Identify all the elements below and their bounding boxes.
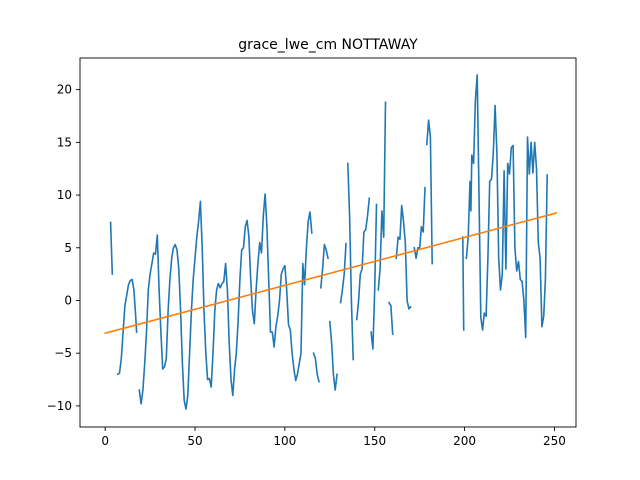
x-tick-label: 250 (543, 434, 566, 448)
series-0-line-segment-16 (465, 74, 549, 339)
series-0-line-segment-8 (355, 197, 371, 321)
series-0-line-segment-5 (328, 320, 338, 391)
series-0-line-segment-3 (312, 352, 320, 383)
series-0-line-segment-10 (377, 101, 387, 291)
series-0-line-segment-9 (370, 203, 378, 350)
y-tick-label: 5 (64, 241, 72, 255)
series-0-line-segment-6 (339, 242, 347, 304)
series-0-line-segment-11 (388, 301, 394, 336)
series-0-line-segment-0 (109, 221, 114, 275)
series-1-line-segment-0 (104, 212, 558, 335)
x-tick-label: 200 (453, 434, 476, 448)
x-tick-label: 100 (273, 434, 296, 448)
chart-title: grace_lwe_cm NOTTAWAY (238, 37, 418, 53)
axes-frame (79, 57, 577, 428)
series-0-line-segment-13 (413, 186, 426, 260)
series-0-line-segment-7 (346, 162, 355, 361)
y-tick-label: −5 (54, 346, 72, 360)
plot-area: 0 50 100 150 200 250 −10 −5 0 5 10 15 20 (47, 57, 577, 448)
series-0-line-segment-12 (395, 204, 412, 310)
series-0-line-segment-14 (425, 119, 434, 265)
y-tick-label: 15 (57, 135, 72, 149)
x-tick-label: 150 (363, 434, 386, 448)
y-tick-label: 0 (64, 293, 72, 307)
y-tick-label: 10 (57, 188, 72, 202)
y-tick-label: −10 (47, 399, 72, 413)
x-tick-label: 0 (101, 434, 109, 448)
series-0-line-segment-15 (461, 236, 465, 331)
series-0-line-segment-1 (116, 278, 138, 376)
y-tick-label: 20 (57, 83, 72, 97)
series-0-line-segment-2 (138, 193, 313, 410)
x-tick-label: 50 (187, 434, 202, 448)
